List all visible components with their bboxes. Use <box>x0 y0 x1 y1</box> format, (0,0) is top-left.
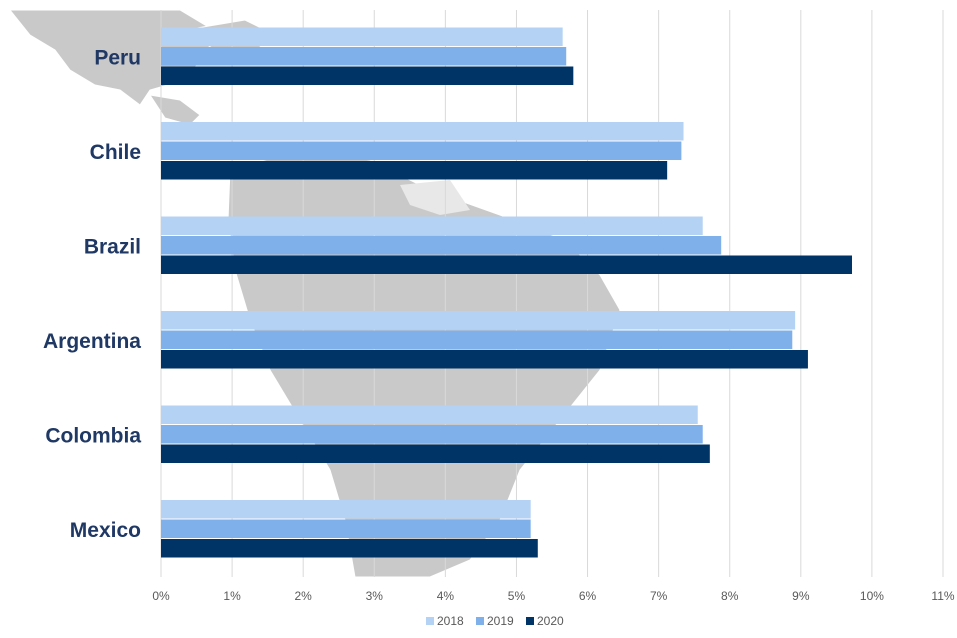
category-label: Colombia <box>45 424 141 447</box>
bar-peru-2019 <box>161 47 567 66</box>
bar-mexico-2020 <box>161 539 538 558</box>
bar-peru-2020 <box>161 66 574 85</box>
legend: 2018 2019 2020 <box>426 614 564 628</box>
bar-colombia-2018 <box>161 405 698 424</box>
legend-swatch-2019 <box>476 617 484 625</box>
legend-swatch-2018 <box>426 617 434 625</box>
category-label: Argentina <box>43 330 141 353</box>
bar-argentina-2018 <box>161 311 796 330</box>
legend-label: 2019 <box>487 614 514 628</box>
background-map-shape <box>400 180 470 215</box>
x-tick-label: 0% <box>152 589 170 603</box>
legend-swatch-2020 <box>526 617 534 625</box>
background-map-shape <box>148 94 201 126</box>
category-label: Peru <box>94 46 141 69</box>
legend-label: 2018 <box>437 614 464 628</box>
background-map <box>8 9 621 578</box>
bar-brazil-2019 <box>161 236 722 255</box>
x-tick-label: 5% <box>508 589 526 603</box>
bar-mexico-2018 <box>161 500 531 519</box>
x-tick-label: 11% <box>931 589 954 603</box>
category-labels: Peru Chile Brazil Argentina Colombia Mexico <box>43 46 141 542</box>
category-label: Chile <box>90 141 141 164</box>
bar-peru-2018 <box>161 27 563 46</box>
x-tick-label: 10% <box>860 589 884 603</box>
x-tick-label: 3% <box>366 589 384 603</box>
legend-label: 2020 <box>537 614 564 628</box>
category-label: Brazil <box>84 235 141 258</box>
bars <box>161 27 853 558</box>
bar-brazil-2018 <box>161 216 703 235</box>
bar-colombia-2019 <box>161 425 703 444</box>
grid-lines <box>160 10 944 577</box>
x-tick-label: 1% <box>223 589 241 603</box>
bar-argentina-2019 <box>161 330 793 349</box>
bar-brazil-2020 <box>161 255 853 274</box>
x-axis-ticks: 0% 1% 2% 3% 4% 5% 6% 7% 8% 9% 10% 11% <box>152 589 955 603</box>
category-label: Mexico <box>70 519 141 542</box>
bar-argentina-2020 <box>161 350 808 369</box>
x-tick-label: 2% <box>295 589 313 603</box>
x-tick-label: 6% <box>579 589 597 603</box>
x-tick-label: 8% <box>721 589 739 603</box>
bar-mexico-2019 <box>161 519 531 538</box>
bar-chile-2018 <box>161 122 684 141</box>
x-tick-label: 4% <box>437 589 455 603</box>
bar-chile-2019 <box>161 141 682 160</box>
x-tick-label: 7% <box>650 589 668 603</box>
bar-colombia-2020 <box>161 444 710 463</box>
x-tick-label: 9% <box>792 589 810 603</box>
bar-chile-2020 <box>161 161 668 180</box>
